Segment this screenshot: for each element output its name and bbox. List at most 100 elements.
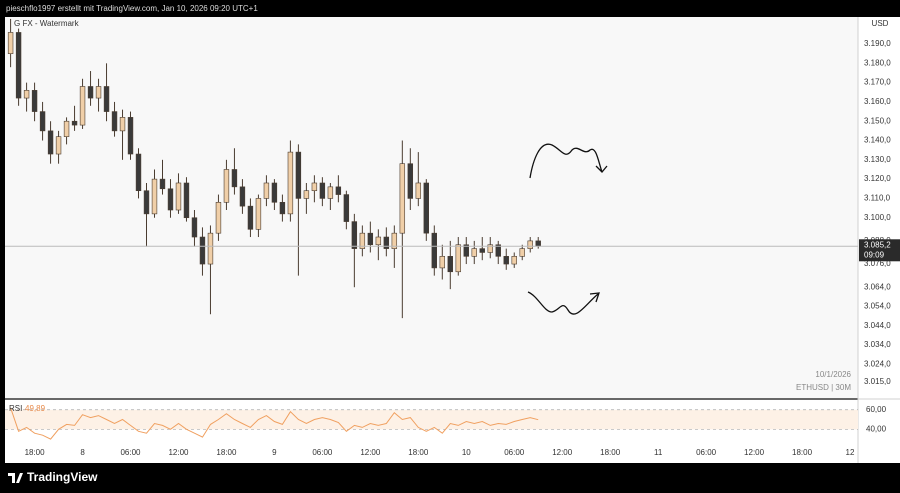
candle-body xyxy=(391,232,398,249)
x-tick-label: 12:00 xyxy=(552,448,573,457)
y-tick-label: 3.110,0 xyxy=(864,194,891,203)
candle-body xyxy=(55,136,62,155)
x-tick-label: 12:00 xyxy=(168,448,189,457)
candle-body xyxy=(175,182,182,211)
candle-body xyxy=(319,182,326,199)
drawn-arrow-down-up xyxy=(527,291,600,315)
price-pane xyxy=(5,17,858,398)
last-price-label: 3.085,2 xyxy=(864,240,891,249)
candle-body xyxy=(479,248,485,253)
header-text: pieschflo1997 erstellt mit TradingView.c… xyxy=(6,4,258,13)
candle-body xyxy=(535,240,541,247)
candle-body xyxy=(511,256,517,265)
candle-body xyxy=(287,151,294,215)
x-tick-label: 18:00 xyxy=(600,448,621,457)
candle-body xyxy=(87,86,94,99)
x-tick-label: 18:00 xyxy=(408,448,429,457)
candle-body xyxy=(239,186,246,207)
last-price-box xyxy=(859,239,900,262)
candle-body xyxy=(207,232,214,265)
price-axis xyxy=(858,17,900,443)
candle-body xyxy=(71,120,78,126)
candle-body xyxy=(135,153,142,192)
candle-body xyxy=(7,32,14,54)
y-tick-label: 3.150,0 xyxy=(864,116,891,125)
rsi-tick-label: 40,00 xyxy=(866,424,887,433)
rsi-name: RSI xyxy=(9,404,22,413)
y-tick-label: 3.034,0 xyxy=(864,340,891,349)
watermark-symbol: ETHUSD | 30M xyxy=(796,383,851,392)
candle-body xyxy=(279,201,286,215)
candle-body xyxy=(263,182,270,199)
candle-body xyxy=(127,117,134,155)
candle-body xyxy=(351,221,358,249)
candle-body xyxy=(375,236,382,246)
candle-body xyxy=(415,182,422,199)
y-tick-label: 3.015,0 xyxy=(864,377,891,386)
candle-body xyxy=(79,86,86,126)
currency: USD xyxy=(872,19,889,28)
candle-body xyxy=(311,182,318,192)
last-time-label: 09:09 xyxy=(864,250,885,259)
candle-body xyxy=(303,190,310,199)
candle-body xyxy=(343,194,350,222)
y-tick-label: 3.054,0 xyxy=(864,302,891,311)
y-tick-label: 3.160,0 xyxy=(864,97,891,106)
y-tick-label: 3.044,0 xyxy=(864,321,891,330)
rsi-band xyxy=(5,409,858,430)
candle-body xyxy=(63,120,70,137)
candle-body xyxy=(39,111,46,132)
x-tick-label: 06:00 xyxy=(696,448,717,457)
candle-body xyxy=(47,130,54,155)
candle-body xyxy=(399,163,406,234)
candle-body xyxy=(423,182,430,234)
candle-body xyxy=(231,169,238,188)
rsi-line xyxy=(10,407,539,440)
rsi-tick-label: 60,00 xyxy=(866,405,887,414)
candle-body xyxy=(367,232,374,246)
candle-body xyxy=(247,205,254,230)
candle-body xyxy=(95,86,102,99)
x-tick-label: 12:00 xyxy=(360,448,381,457)
y-tick-label: 3.140,0 xyxy=(864,136,891,145)
candle-body xyxy=(487,244,493,253)
candle-body xyxy=(503,256,509,265)
candle-body xyxy=(199,236,206,265)
candle-body xyxy=(151,178,158,215)
x-tick-label: 18:00 xyxy=(25,448,46,457)
x-tick-label: 06:00 xyxy=(504,448,525,457)
y-tick-label: 3.100,0 xyxy=(864,213,891,222)
x-tick-label: 12:00 xyxy=(744,448,765,457)
brand: TradingView xyxy=(8,470,98,484)
brand-name: TradingView xyxy=(27,470,98,484)
plot-layer xyxy=(5,18,858,440)
candle-body xyxy=(223,169,230,203)
y-tick-label: 3.076,0 xyxy=(864,259,891,268)
candle-body xyxy=(519,248,525,257)
watermark-date: 10/1/2026 xyxy=(815,370,851,379)
time-axis xyxy=(5,443,900,463)
candle-body xyxy=(183,182,190,219)
candle-body xyxy=(407,163,414,199)
x-tick-label: 8 xyxy=(80,448,85,457)
x-tick-label: 18:00 xyxy=(216,448,237,457)
y-tick-label: 3.190,0 xyxy=(864,39,891,48)
candle-body xyxy=(431,232,437,269)
candle-body xyxy=(495,244,501,257)
y-tick-label: 3.024,0 xyxy=(864,360,891,369)
brand-logo xyxy=(8,473,23,483)
x-tick-label: 06:00 xyxy=(312,448,333,457)
x-tick-label: 12 xyxy=(846,448,855,457)
candle-body xyxy=(383,236,390,249)
candle-body xyxy=(335,186,342,195)
candle-body xyxy=(271,182,278,203)
candle-body xyxy=(359,232,366,249)
candle-body xyxy=(119,117,126,132)
y-tick-label: 3.170,0 xyxy=(864,78,891,87)
x-tick-label: 11 xyxy=(654,448,663,457)
y-tick-label: 3.120,0 xyxy=(864,174,891,183)
candle-body xyxy=(103,86,110,112)
candle-body xyxy=(23,90,30,99)
candle-body xyxy=(167,188,174,211)
